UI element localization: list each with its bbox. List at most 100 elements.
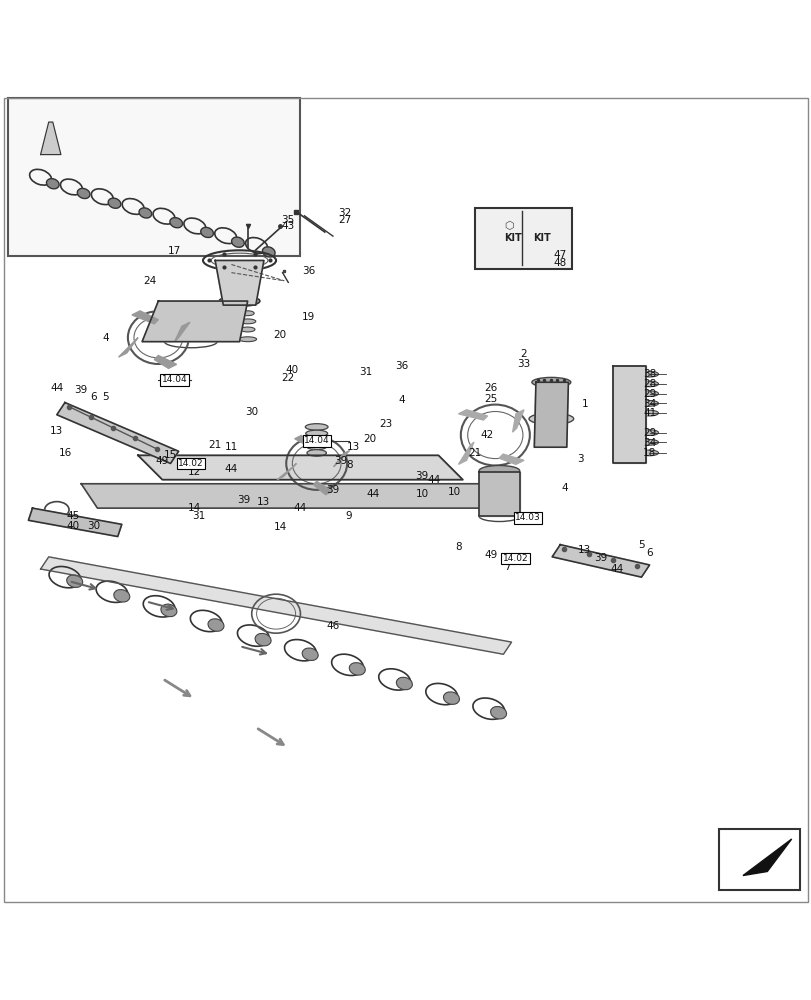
- Text: 42: 42: [480, 430, 493, 440]
- Text: 34: 34: [642, 438, 655, 448]
- Text: 19: 19: [302, 312, 315, 322]
- Ellipse shape: [305, 424, 328, 430]
- Text: 39: 39: [237, 495, 250, 505]
- Text: 44: 44: [367, 489, 380, 499]
- Text: 12: 12: [188, 467, 201, 477]
- Ellipse shape: [169, 218, 182, 228]
- Ellipse shape: [443, 692, 459, 704]
- Text: 26: 26: [484, 383, 497, 393]
- Text: 6: 6: [90, 392, 97, 402]
- Text: 14.02: 14.02: [178, 459, 204, 468]
- Bar: [718, 829, 799, 890]
- Ellipse shape: [200, 227, 213, 238]
- Ellipse shape: [219, 296, 260, 306]
- Polygon shape: [313, 481, 332, 495]
- Text: 6: 6: [646, 548, 652, 558]
- Text: 48: 48: [553, 258, 566, 268]
- Polygon shape: [534, 382, 568, 447]
- Ellipse shape: [396, 677, 412, 690]
- Text: 5: 5: [102, 392, 109, 402]
- Polygon shape: [512, 410, 523, 432]
- Polygon shape: [294, 435, 316, 449]
- Ellipse shape: [640, 410, 658, 416]
- Text: 1: 1: [581, 399, 587, 409]
- Text: 14.02: 14.02: [502, 554, 528, 563]
- Text: 43: 43: [281, 221, 294, 231]
- Ellipse shape: [640, 401, 658, 406]
- Text: 13: 13: [257, 497, 270, 507]
- Text: 20: 20: [363, 434, 375, 444]
- Ellipse shape: [241, 311, 254, 316]
- Text: 11: 11: [225, 442, 238, 452]
- Text: 44: 44: [610, 564, 623, 574]
- Ellipse shape: [478, 465, 519, 476]
- Ellipse shape: [307, 443, 326, 450]
- Polygon shape: [277, 463, 296, 480]
- Text: 15: 15: [164, 450, 177, 460]
- Polygon shape: [41, 122, 61, 155]
- Text: 4: 4: [398, 395, 405, 405]
- Text: 14.04: 14.04: [303, 436, 329, 445]
- Text: 44: 44: [50, 383, 63, 393]
- Text: 5: 5: [637, 540, 644, 550]
- Text: 20: 20: [273, 330, 286, 340]
- Text: 39: 39: [75, 385, 88, 395]
- Ellipse shape: [307, 450, 326, 456]
- Text: 8: 8: [455, 542, 461, 552]
- Text: 35: 35: [281, 215, 294, 225]
- Polygon shape: [41, 557, 511, 654]
- Text: 44: 44: [427, 475, 440, 485]
- Ellipse shape: [161, 604, 177, 617]
- Polygon shape: [81, 484, 503, 508]
- Polygon shape: [154, 355, 177, 368]
- Polygon shape: [742, 839, 791, 876]
- Text: 49: 49: [156, 456, 169, 466]
- Text: 44: 44: [225, 464, 238, 474]
- Text: 14.03: 14.03: [514, 513, 540, 522]
- Ellipse shape: [77, 188, 90, 199]
- Text: 29: 29: [642, 389, 655, 399]
- Text: 25: 25: [484, 393, 497, 403]
- Text: 14.04: 14.04: [161, 375, 187, 384]
- Text: 3: 3: [577, 454, 583, 464]
- Text: 39: 39: [334, 456, 347, 466]
- Text: 38: 38: [642, 369, 655, 379]
- Polygon shape: [458, 442, 474, 464]
- Text: 36: 36: [302, 266, 315, 276]
- Ellipse shape: [46, 179, 59, 189]
- Text: ⬡: ⬡: [504, 221, 513, 231]
- Text: 14: 14: [188, 503, 201, 513]
- Text: 18: 18: [642, 448, 655, 458]
- Text: 9: 9: [345, 511, 352, 521]
- Ellipse shape: [302, 648, 318, 661]
- Ellipse shape: [306, 437, 327, 443]
- Polygon shape: [478, 472, 519, 516]
- Ellipse shape: [239, 319, 255, 324]
- Text: 28: 28: [642, 379, 655, 389]
- Ellipse shape: [240, 327, 255, 332]
- Ellipse shape: [531, 377, 570, 387]
- Bar: [8, 98, 300, 256]
- Ellipse shape: [640, 381, 658, 387]
- Text: 2: 2: [520, 349, 526, 359]
- Ellipse shape: [114, 590, 130, 602]
- Text: 40: 40: [285, 365, 298, 375]
- Text: KIT: KIT: [504, 233, 521, 243]
- Ellipse shape: [305, 430, 328, 437]
- Text: 39: 39: [594, 553, 607, 563]
- Text: 44: 44: [294, 503, 307, 513]
- Text: 17: 17: [168, 246, 181, 256]
- Text: 24: 24: [144, 276, 157, 286]
- Text: 32: 32: [338, 208, 351, 218]
- Text: 30: 30: [245, 407, 258, 417]
- Text: 23: 23: [379, 419, 392, 429]
- Polygon shape: [142, 301, 247, 342]
- Text: 30: 30: [87, 521, 100, 531]
- Polygon shape: [174, 322, 190, 342]
- Bar: [474, 208, 572, 269]
- Polygon shape: [458, 410, 487, 420]
- Ellipse shape: [640, 430, 658, 435]
- Text: 22: 22: [281, 373, 294, 383]
- Text: 36: 36: [395, 361, 408, 371]
- Text: 14: 14: [273, 522, 286, 532]
